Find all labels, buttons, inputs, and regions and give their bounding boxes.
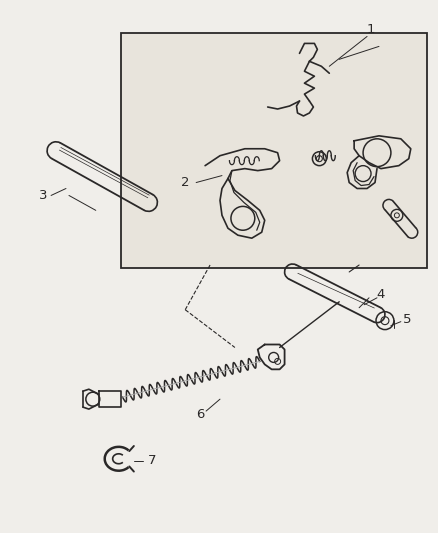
- Text: 7: 7: [148, 454, 156, 467]
- Bar: [120, 34, 426, 268]
- Text: 6: 6: [195, 408, 204, 421]
- Text: 4: 4: [376, 288, 384, 301]
- Text: 1: 1: [366, 23, 374, 36]
- Text: 2: 2: [180, 176, 189, 189]
- Text: 3: 3: [39, 189, 47, 202]
- Text: 5: 5: [402, 313, 410, 326]
